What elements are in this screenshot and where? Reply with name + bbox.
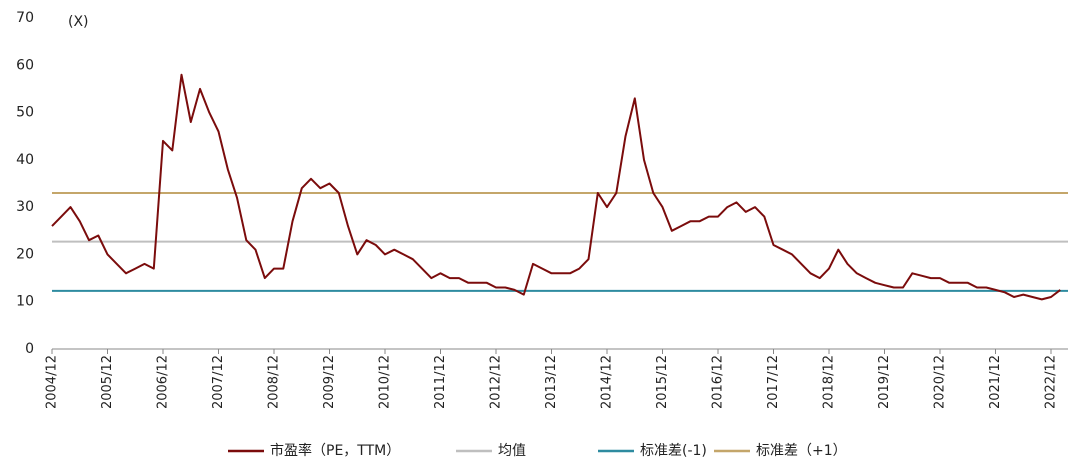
x-tick-label: 2005/12: [100, 355, 115, 409]
legend-label: 市盈率（PE，TTM）: [270, 442, 400, 459]
x-tick-label: 2013/12: [544, 355, 559, 409]
x-tick-label: 2016/12: [711, 355, 726, 409]
y-tick-label: 0: [25, 341, 34, 357]
x-tick-label: 2006/12: [156, 355, 171, 409]
x-tick-label: 2012/12: [489, 355, 504, 409]
y-unit: (X): [68, 14, 89, 30]
x-tick-label: 2021/12: [988, 355, 1003, 409]
x-tick-label: 2014/12: [600, 355, 615, 409]
y-tick-label: 40: [16, 152, 34, 168]
x-tick-label: 2022/12: [1044, 355, 1059, 409]
y-tick-label: 50: [16, 105, 34, 121]
y-tick-label: 30: [16, 199, 34, 215]
x-tick-label: 2009/12: [322, 355, 337, 409]
x-tick-label: 2004/12: [45, 355, 60, 409]
y-tick-label: 20: [16, 246, 34, 262]
x-tick-label: 2007/12: [211, 355, 226, 409]
x-tick-label: 2008/12: [267, 355, 282, 409]
line-series: [51, 73, 1061, 301]
legend-label: 标准差（+1）: [756, 443, 847, 459]
x-tick-label: 2010/12: [378, 355, 393, 409]
legend-label: 标准差(-1): [640, 443, 707, 459]
x-tick-label: 2019/12: [877, 355, 892, 409]
y-tick-label: 60: [16, 57, 34, 73]
legend-label: 均值: [498, 443, 526, 459]
x-tick-label: 2018/12: [822, 355, 837, 409]
x-tick-label: 2020/12: [933, 355, 948, 409]
x-tick-label: 2015/12: [655, 355, 670, 409]
y-tick-label: 70: [16, 10, 34, 26]
y-tick-label: 10: [16, 294, 34, 310]
x-tick-label: 2011/12: [433, 355, 448, 409]
x-tick-label: 2017/12: [766, 355, 781, 409]
